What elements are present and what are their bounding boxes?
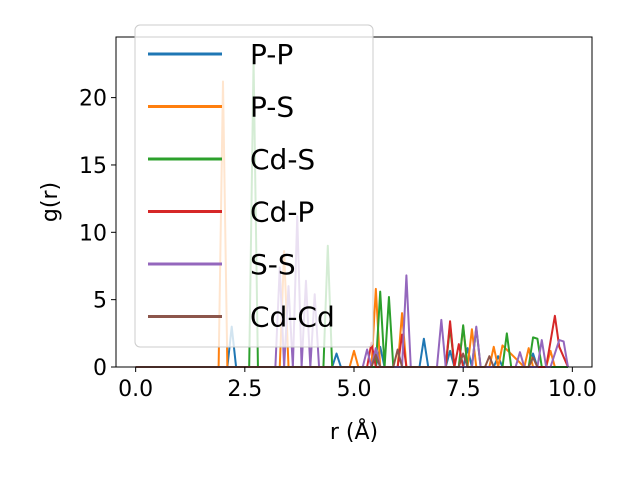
- y-tick-label: 10: [79, 221, 107, 246]
- legend-label-p-p: P-P: [250, 38, 293, 71]
- x-axis-label: r (Å): [330, 418, 378, 445]
- legend: P-P P-S Cd-S Cd-P S-S Cd-Cd: [134, 24, 374, 348]
- y-tick-label: 5: [93, 289, 107, 314]
- x-tick-label: 10.0: [548, 377, 597, 402]
- y-tick-label: 15: [79, 154, 107, 179]
- legend-label-cd-p: Cd-P: [250, 196, 314, 229]
- x-tick-label: 0.0: [118, 377, 153, 402]
- y-tick-label: 20: [79, 87, 107, 112]
- x-axis-ticks: 0.0 2.5 5.0 7.5 10.0: [118, 367, 597, 402]
- y-axis-ticks: 0 5 10 15 20: [79, 87, 116, 381]
- x-tick-label: 7.5: [446, 377, 481, 402]
- y-tick-label: 0: [93, 356, 107, 381]
- x-tick-label: 2.5: [227, 377, 262, 402]
- legend-label-cd-cd: Cd-Cd: [250, 301, 335, 334]
- y-axis-label: g(r): [38, 182, 63, 222]
- x-tick-label: 5.0: [337, 377, 372, 402]
- legend-label-p-s: P-S: [250, 91, 294, 124]
- legend-label-s-s: S-S: [250, 248, 296, 281]
- legend-frame: [134, 24, 374, 348]
- legend-label-cd-s: Cd-S: [250, 143, 315, 176]
